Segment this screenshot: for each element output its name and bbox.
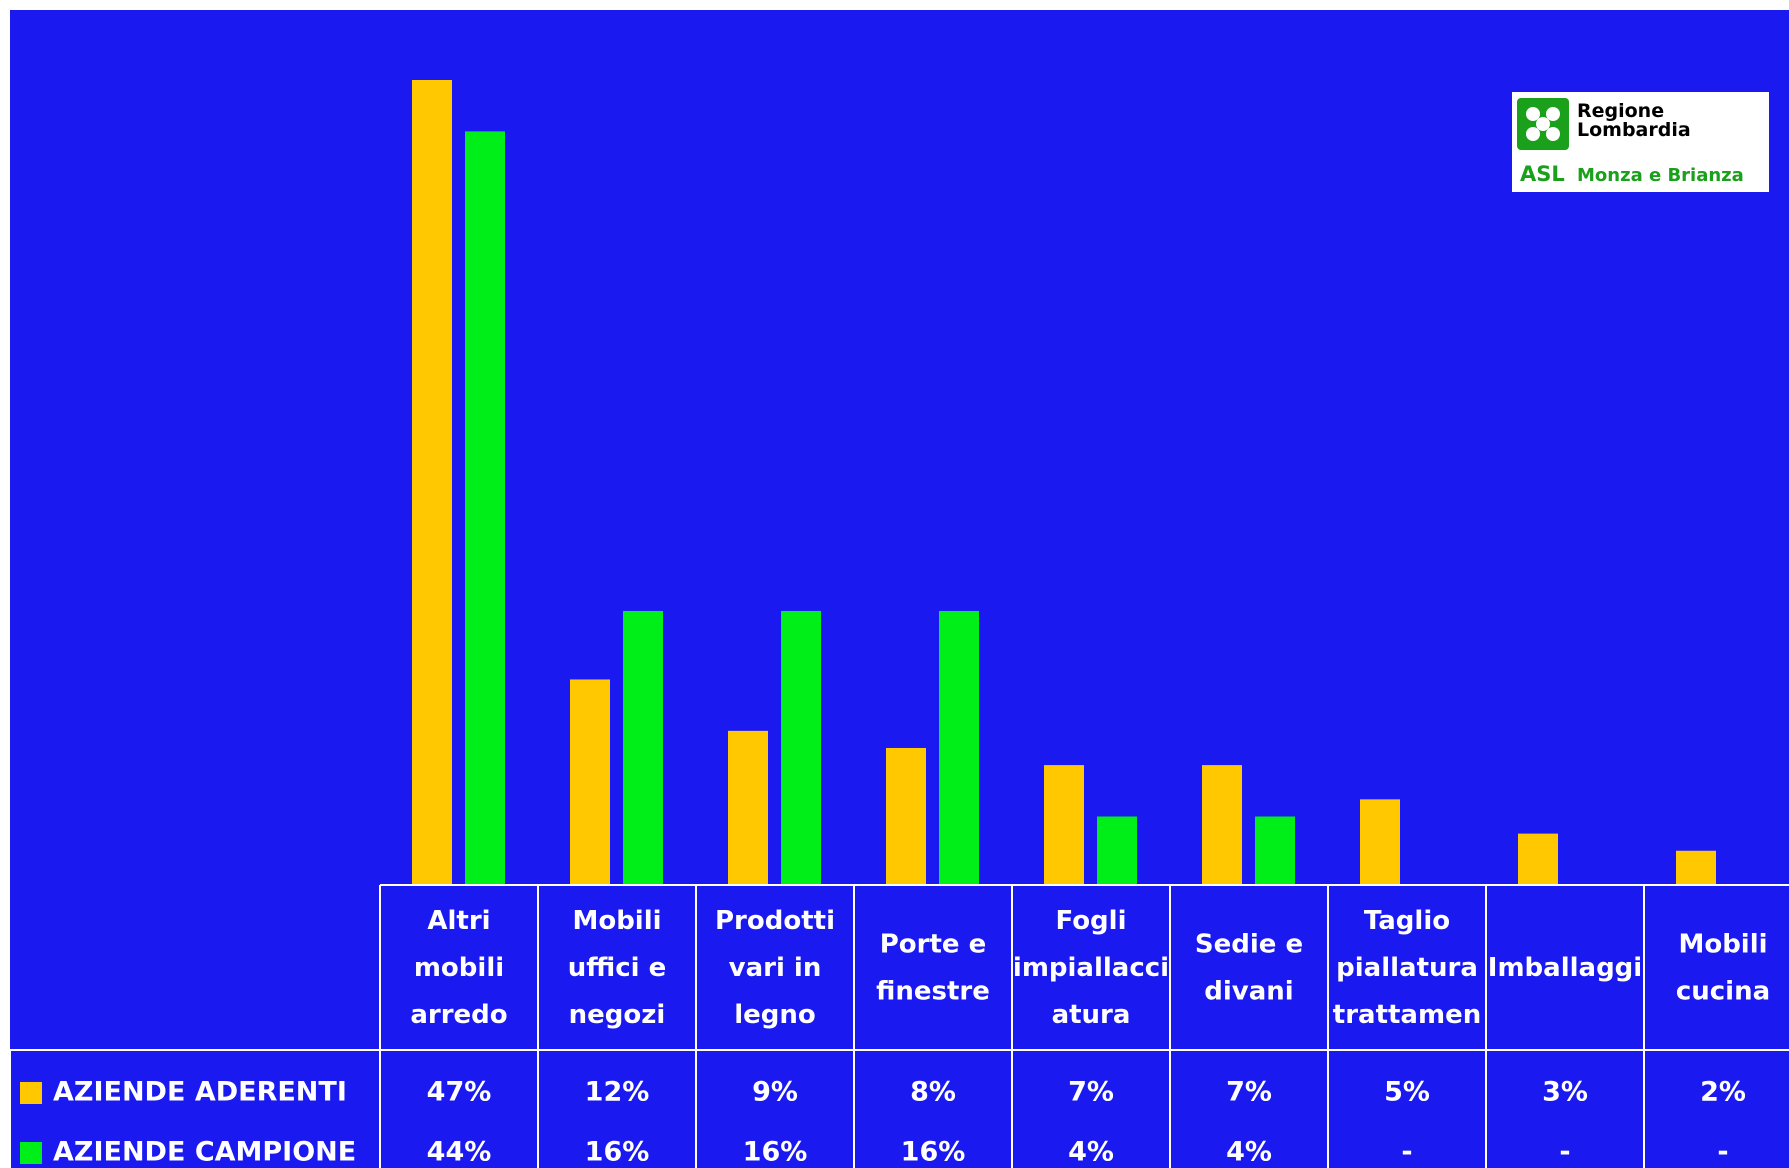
category-label: Taglio piallatura trattamen xyxy=(1333,906,1481,1030)
bar-series2 xyxy=(939,610,979,885)
data-label-series1: 7% xyxy=(1226,1077,1272,1108)
bar-series1 xyxy=(412,80,452,885)
bar-series2 xyxy=(781,610,821,885)
category-label: Mobili uffici e negozi xyxy=(568,906,667,1030)
legend-swatch-series2 xyxy=(20,1142,42,1164)
logo-area-name: Monza e Brianza xyxy=(1577,165,1744,186)
chart-canvas: Altri mobili arredo Mobili uffici e negozi Pro… xyxy=(10,10,1789,1168)
data-label-series1: 7% xyxy=(1068,1077,1114,1108)
data-label-series1: 12% xyxy=(585,1077,650,1108)
bar-series2 xyxy=(1255,816,1295,885)
data-label-series2: 16% xyxy=(901,1137,966,1168)
category-label: Altri mobili arredo xyxy=(410,906,507,1030)
logo-region-name: Regione Lombardia xyxy=(1577,100,1691,141)
data-label-series1: 47% xyxy=(427,1077,492,1108)
category-label: Fogli impiallacci atura xyxy=(1013,906,1169,1030)
bar-series1 xyxy=(728,730,768,885)
data-label-series1: 2% xyxy=(1700,1077,1746,1108)
bar-series1 xyxy=(570,679,610,885)
data-label-series2: - xyxy=(1401,1137,1412,1168)
data-label-series2: 4% xyxy=(1068,1137,1114,1168)
bar-series1 xyxy=(1518,833,1558,885)
category-label: Porte e finestre xyxy=(876,929,990,1006)
bar-series2 xyxy=(465,131,505,885)
data-label-series1: 9% xyxy=(752,1077,798,1108)
category-label: Prodotti vari in legno xyxy=(715,906,835,1030)
data-label-series2: - xyxy=(1559,1137,1570,1168)
data-label-series2: 4% xyxy=(1226,1137,1272,1168)
legend-swatch-series1 xyxy=(20,1082,42,1104)
data-label-series1: 5% xyxy=(1384,1077,1430,1108)
data-label-series1: 8% xyxy=(910,1077,956,1108)
legend-label-series2: AZIENDE CAMPIONE xyxy=(53,1137,356,1168)
data-label-series2: 16% xyxy=(743,1137,808,1168)
logo-asl: ASL xyxy=(1520,162,1565,186)
bar-series1 xyxy=(1676,850,1716,885)
bar-series1 xyxy=(1044,765,1084,885)
bar-series1 xyxy=(886,747,926,885)
bar-series1 xyxy=(1360,799,1400,885)
data-label-series2: 16% xyxy=(585,1137,650,1168)
category-label: Imballaggi xyxy=(1488,953,1642,983)
data-label-series2: 44% xyxy=(427,1137,492,1168)
regione-lombardia-emblem-icon xyxy=(1517,98,1569,150)
data-label-series1: 3% xyxy=(1542,1077,1588,1108)
bar-chart: Altri mobili arredo Mobili uffici e negozi Pro… xyxy=(10,80,1789,1168)
bar-series2 xyxy=(623,610,663,885)
bar-series2 xyxy=(1097,816,1137,885)
category-label: Mobili cucina xyxy=(1676,929,1770,1006)
legend-label-series1: AZIENDE ADERENTI xyxy=(53,1077,347,1108)
bar-series1 xyxy=(1202,765,1242,885)
category-label: Sedie e divani xyxy=(1195,929,1303,1006)
data-label-series2: - xyxy=(1717,1137,1728,1168)
regione-lombardia-logo: Regione Lombardia ASL Monza e Brianza xyxy=(1512,92,1769,192)
